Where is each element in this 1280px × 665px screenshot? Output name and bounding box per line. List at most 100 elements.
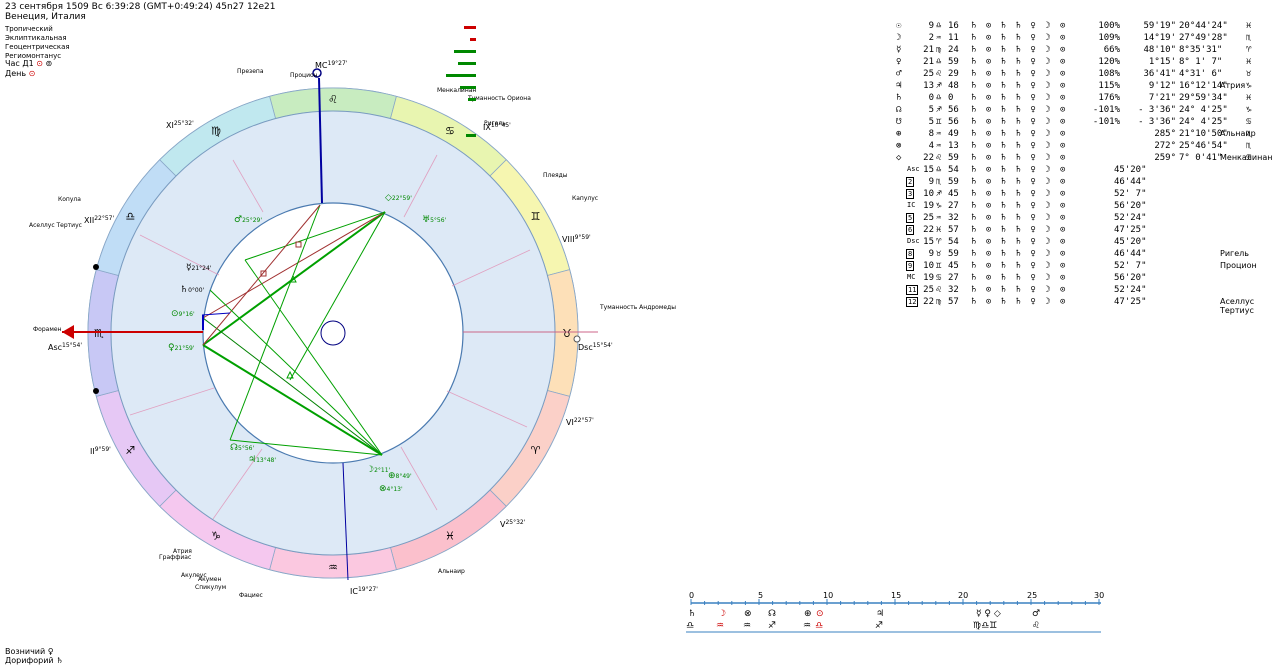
chart-location: Венеция, Италия — [5, 12, 86, 22]
planet-glyph-icon: ♃ — [896, 81, 902, 91]
north-node-icon: ☊5°56' — [230, 443, 254, 453]
scale-glyph-icon: ⊗ — [744, 609, 752, 619]
scale-glyph-icon: ⊕ — [804, 609, 812, 619]
planet-moon-icon: ☽2°11' — [366, 465, 391, 475]
aspect-trine-icon — [289, 274, 297, 283]
scale-glyph-icon: ♒ — [743, 621, 751, 631]
star-label: Фациес — [239, 592, 263, 599]
cusp-label-vi: VI22°57' — [566, 417, 594, 427]
aspect-line — [202, 344, 383, 456]
star-label: Аселлус Тертиус — [29, 222, 82, 229]
house-label: 11 — [906, 285, 919, 295]
scale-glyph-icon: ♐ — [768, 621, 776, 631]
aspect-line — [229, 439, 383, 456]
part-icon: ⊚ — [45, 59, 53, 68]
star-label: Плеяды — [543, 172, 568, 179]
saturn-icon: ♄ — [56, 656, 64, 665]
planet-uranus-icon: ♅5°56' — [422, 215, 447, 225]
scale-glyph-icon: ♂ — [1032, 609, 1040, 619]
sun-icon: ⊙ — [28, 69, 36, 78]
cusp-label-viii: VIII9°59' — [562, 234, 591, 244]
planet-mars-icon: ♂25°29' — [234, 215, 262, 225]
aspect-line — [229, 204, 321, 441]
strength-bar — [468, 98, 476, 101]
zodiac-sign-icon: ♏ — [94, 327, 104, 340]
scale-glyph-icon: ♒ — [803, 621, 811, 631]
star-label: Туманность Андромеды — [599, 304, 676, 311]
house-label: 6 — [906, 225, 915, 235]
row-star-label: Ригель — [1220, 249, 1249, 258]
asc-marker — [202, 315, 204, 330]
strength-bar — [470, 38, 476, 41]
planet-glyph-icon: ☉ — [896, 21, 902, 31]
scale-glyph-icon: ☿ ♀ ◇ — [976, 609, 1001, 619]
planet-glyph-icon: ♄ — [896, 93, 902, 103]
house-label: Dsc — [907, 237, 920, 245]
planet-glyph-icon: ♀ — [896, 57, 902, 67]
setting-zodiac: Тропический — [5, 25, 53, 33]
house-label: 5 — [906, 213, 915, 223]
footer-line-2: Дорифорий ♄ — [5, 656, 64, 665]
scale-tick-label: 15 — [891, 591, 901, 600]
scale-glyph-icon: ♐ — [875, 621, 883, 631]
chart-datetime: 23 сентября 1509 Вс 6:39:28 (GMT+0:49:24… — [5, 2, 276, 12]
scale-glyph-icon: ♃ — [876, 609, 884, 619]
house-label: 8 — [906, 249, 915, 259]
cusp-label-ic: IC19°27' — [350, 586, 378, 596]
asc-arrow-icon — [62, 325, 74, 339]
scale-glyph-icon: ♎ — [686, 621, 694, 631]
row-star-label: Альнаир — [1220, 129, 1256, 138]
scale-tick-label: 30 — [1094, 591, 1104, 600]
house-label: 3 — [906, 189, 915, 199]
ruler-box: Час Д1 ⊙ ⊚ День ⊙ — [5, 59, 52, 79]
row-star-label: Менкалинан — [1220, 153, 1273, 162]
cusp-label-mc: MC19°27' — [315, 60, 348, 70]
part-fortune-icon: ⊕8°49' — [388, 471, 412, 481]
strength-bar — [454, 50, 476, 53]
cusp-label-asc: Asc15°54' — [48, 342, 82, 352]
house-line-2 — [129, 387, 215, 416]
star-label: Акулеус — [181, 572, 207, 579]
star-label: Презепа — [237, 68, 264, 75]
cusp-label-ii: II9°59' — [90, 446, 111, 456]
footer-notes: Возничий ♀ Дорифорий ♄ — [5, 647, 63, 665]
planet-glyph-icon: ☋ — [896, 117, 902, 127]
house-label: 9 — [906, 261, 915, 271]
star-label: Копула — [58, 196, 81, 203]
zodiac-sign-icon: ♑ — [211, 530, 221, 543]
house-line-3 — [212, 448, 263, 520]
planet-glyph-icon: ⊕ — [896, 129, 902, 139]
planet-jupiter-icon: ♃13°48' — [248, 455, 276, 465]
planet-sun-icon: ⊙9°16' — [171, 309, 195, 319]
house-line-12 — [139, 234, 220, 276]
row-star-label: Аселлус Тертиус — [1220, 297, 1255, 315]
house-label: 12 — [906, 297, 919, 307]
day-ruler: День ⊙ — [5, 69, 36, 78]
house-label: 2 — [906, 177, 915, 187]
cusp-dot-icon — [93, 388, 99, 394]
chart-wheel: ♌♋♊♉♈♓♒♑♐♏♎♍ MC19 — [29, 60, 676, 599]
star-label: Ригель — [484, 120, 506, 127]
row-star-label: Атрия — [1220, 81, 1246, 90]
earth-center-icon — [320, 320, 346, 346]
star-label: Менкалинан — [437, 87, 476, 94]
aspect-square-icon — [260, 270, 267, 277]
setting-house-system: Региомонтанус — [5, 52, 62, 60]
lilith-icon: ◇22°59' — [385, 193, 412, 203]
planet-mercury-icon: ☿21°24' — [186, 263, 212, 273]
sun-icon: ⊙ — [36, 59, 43, 68]
scale-glyph-icon: ☽ — [718, 609, 726, 619]
planet-glyph-icon: ☽ — [896, 33, 902, 43]
aspect-line — [244, 259, 383, 456]
star-label: Альнаир — [438, 568, 465, 575]
star-label: Туманность Ориона — [467, 95, 531, 102]
row-star-label: Процион — [1220, 261, 1257, 270]
scale-glyph-icon: ♄ — [688, 609, 696, 619]
house-line-6 — [446, 390, 528, 428]
star-label: Граффиас — [159, 554, 191, 561]
zodiac-sign-icon: ♋ — [445, 124, 455, 137]
settings-list: Тропический Эклиптикальная Геоцентрическ… — [5, 25, 70, 61]
cusp-dot-icon — [93, 264, 99, 270]
planet-glyph-icon: ☊ — [896, 105, 902, 115]
zodiac-sign-icon: ♌ — [328, 93, 338, 106]
